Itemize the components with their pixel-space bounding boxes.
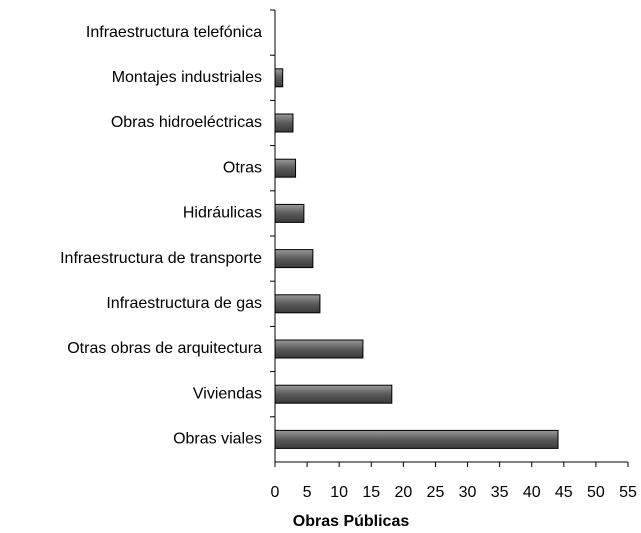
bar <box>274 68 284 88</box>
bar <box>274 384 393 404</box>
y-tick-label: Otras obras de arquitectura <box>67 340 262 357</box>
bar <box>274 158 297 178</box>
y-tick-label: Infraestructura de transporte <box>60 250 262 267</box>
x-tick-label: 50 <box>587 484 605 501</box>
x-tick-label: 0 <box>271 484 280 501</box>
x-tick-label: 30 <box>459 484 477 501</box>
x-tick-label: 35 <box>491 484 509 501</box>
y-tick-label: Otras <box>223 159 262 176</box>
x-tick-label: 5 <box>303 484 312 501</box>
bar <box>274 203 305 223</box>
x-tick-label: 25 <box>427 484 445 501</box>
bar <box>274 294 321 314</box>
y-tick-label: Hidráulicas <box>183 205 262 222</box>
x-tick-label: 15 <box>362 484 380 501</box>
y-tick-label: Obras hidroeléctricas <box>111 114 262 131</box>
bar <box>274 249 314 269</box>
y-tick-label: Infraestructura telefónica <box>86 24 262 41</box>
bar <box>274 339 364 359</box>
y-tick-label: Montajes industriales <box>112 69 262 86</box>
x-tick-label: 40 <box>523 484 541 501</box>
bar <box>274 113 294 133</box>
x-axis-title: Obras Públicas <box>293 513 410 530</box>
y-tick-label: Viviendas <box>193 385 262 402</box>
y-tick-label: Infraestructura de gas <box>106 295 262 312</box>
x-tick-label: 10 <box>330 484 348 501</box>
bar <box>274 429 559 449</box>
x-tick-label: 20 <box>394 484 412 501</box>
x-tick-label: 55 <box>619 484 637 501</box>
x-tick-label: 45 <box>555 484 573 501</box>
y-tick-label: Obras viales <box>173 431 262 448</box>
